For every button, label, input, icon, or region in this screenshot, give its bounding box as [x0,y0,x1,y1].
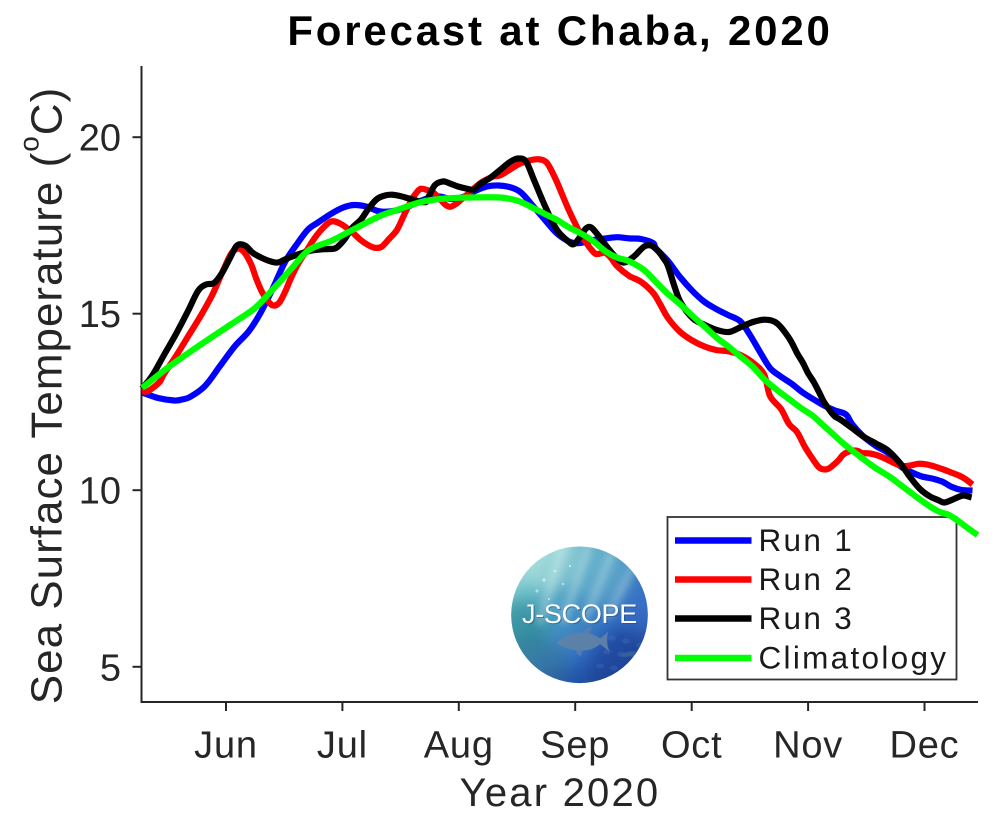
svg-text:15: 15 [79,294,121,336]
svg-text:Aug: Aug [424,725,494,767]
svg-text:Oct: Oct [661,725,723,767]
svg-text:Sep: Sep [540,725,610,767]
svg-text:Forecast at Chaba, 2020: Forecast at Chaba, 2020 [287,7,832,54]
svg-text:Climatology: Climatology [759,640,949,676]
svg-text:J-SCOPE: J-SCOPE [522,599,637,629]
svg-text:Jun: Jun [194,725,258,767]
svg-text:Sea Surface Temperature (oC): Sea Surface Temperature (oC) [14,87,72,704]
svg-text:5: 5 [100,647,121,689]
svg-text:Dec: Dec [890,725,960,767]
svg-text:20: 20 [79,118,121,160]
svg-text:Year 2020: Year 2020 [460,771,661,815]
svg-text:10: 10 [79,471,121,513]
svg-text:J-SCOPE: J-SCOPE [523,600,638,630]
svg-text:Nov: Nov [773,725,843,767]
svg-text:Run 2: Run 2 [759,561,855,597]
svg-text:Run 3: Run 3 [759,600,855,636]
svg-text:Run 1: Run 1 [759,522,855,558]
svg-text:Jul: Jul [317,725,368,767]
